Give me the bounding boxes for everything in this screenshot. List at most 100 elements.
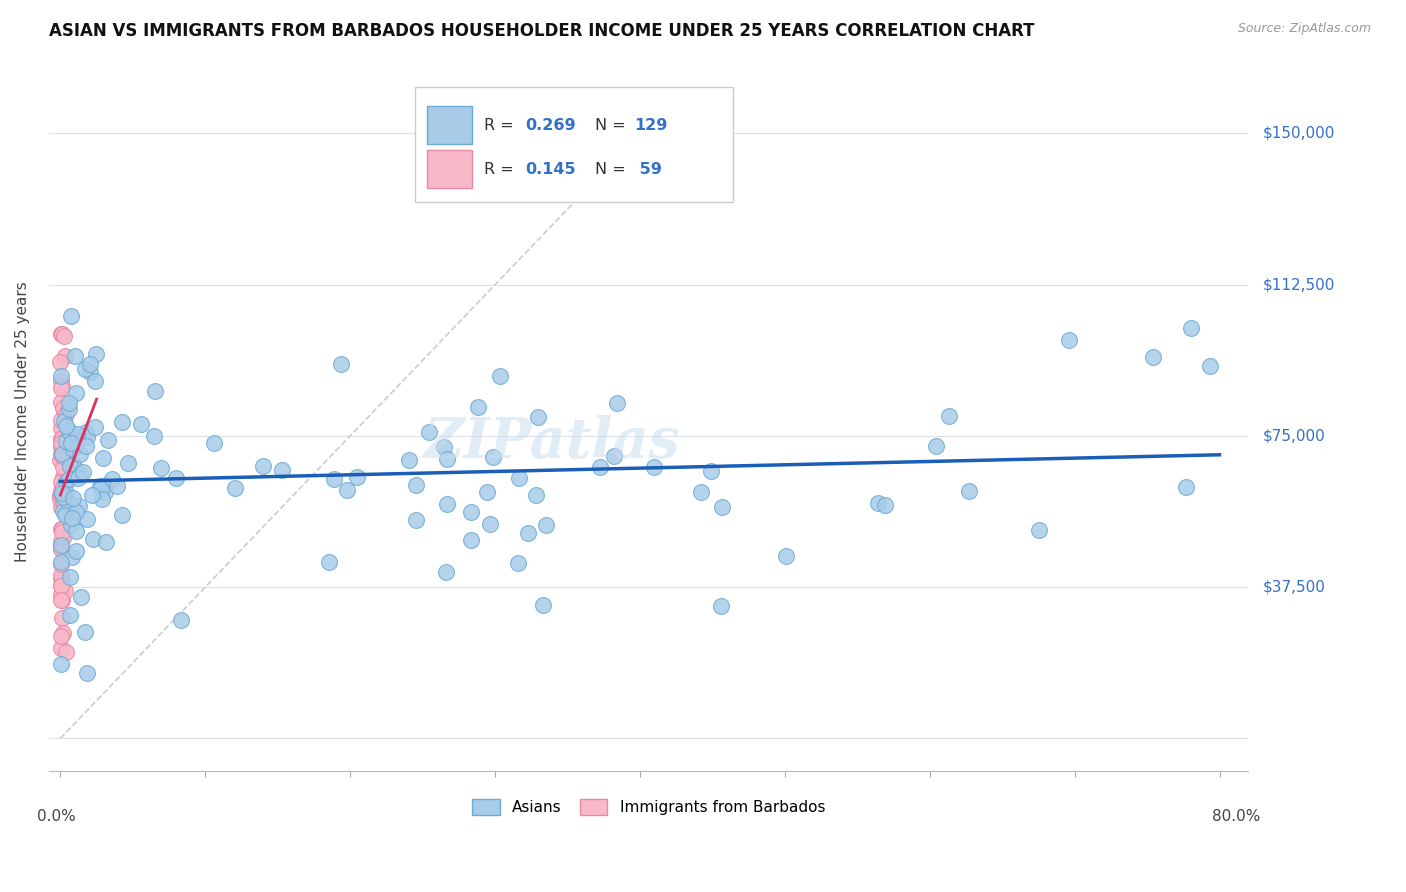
Point xyxy=(49,540,72,554)
Point xyxy=(52,490,75,504)
Point xyxy=(129,417,152,432)
Point xyxy=(51,486,73,500)
Text: R =: R = xyxy=(484,161,519,177)
Text: 129: 129 xyxy=(634,118,668,133)
Point xyxy=(91,491,114,506)
Point xyxy=(51,500,73,514)
Point xyxy=(51,504,73,518)
Point xyxy=(52,626,75,640)
Point xyxy=(323,472,346,486)
Point xyxy=(55,644,77,658)
Point xyxy=(58,401,80,416)
Point xyxy=(460,505,482,519)
Point xyxy=(84,347,107,361)
Point xyxy=(51,381,73,395)
Point xyxy=(51,379,73,393)
Point xyxy=(51,475,73,490)
Point xyxy=(69,447,91,461)
Point xyxy=(434,565,457,579)
Point xyxy=(53,529,76,543)
Point xyxy=(55,485,77,500)
Point xyxy=(49,588,72,602)
Point xyxy=(70,591,93,605)
Point xyxy=(710,599,733,613)
Point xyxy=(49,557,72,571)
Point xyxy=(51,573,73,587)
Point xyxy=(67,470,90,484)
Point xyxy=(53,508,76,522)
Point xyxy=(82,488,104,502)
Point xyxy=(76,430,98,444)
Point xyxy=(1028,524,1050,538)
Point xyxy=(405,478,427,492)
Point xyxy=(59,607,82,622)
Point xyxy=(330,358,353,372)
Point xyxy=(59,458,82,473)
Text: ZIPatlas: ZIPatlas xyxy=(425,416,681,470)
Point xyxy=(150,461,173,475)
Point xyxy=(49,369,72,384)
Point xyxy=(49,593,72,607)
Point xyxy=(79,365,101,379)
Point xyxy=(60,511,83,525)
Point xyxy=(477,484,499,499)
Point xyxy=(165,471,187,485)
Point xyxy=(66,466,89,480)
Point xyxy=(96,535,118,549)
Point xyxy=(60,436,83,450)
Point xyxy=(479,516,502,531)
Point xyxy=(75,439,97,453)
Text: N =: N = xyxy=(595,161,630,177)
Point xyxy=(143,384,166,399)
Point xyxy=(49,395,72,409)
Point xyxy=(531,598,554,612)
Point xyxy=(52,480,75,494)
Text: $150,000: $150,000 xyxy=(1263,126,1334,141)
Point xyxy=(51,432,73,446)
Point xyxy=(49,555,72,569)
Point xyxy=(105,479,128,493)
FancyBboxPatch shape xyxy=(426,106,472,145)
Point xyxy=(79,357,101,371)
Point xyxy=(873,498,896,512)
Point xyxy=(49,568,72,582)
Point xyxy=(51,431,73,445)
Point xyxy=(49,483,72,498)
Text: $112,500: $112,500 xyxy=(1263,277,1334,293)
Point xyxy=(1142,351,1164,365)
Point xyxy=(60,517,83,532)
Point xyxy=(49,640,72,655)
Point xyxy=(49,579,72,593)
Point xyxy=(1057,333,1080,347)
Point xyxy=(52,494,75,508)
Point xyxy=(110,508,132,522)
Point xyxy=(51,449,73,463)
Point xyxy=(63,350,86,364)
Point xyxy=(49,452,72,467)
Point xyxy=(51,447,73,461)
Point xyxy=(418,425,440,439)
Point xyxy=(51,451,73,466)
Point xyxy=(53,349,76,363)
Point xyxy=(526,410,548,425)
Point xyxy=(58,396,80,410)
Point xyxy=(59,570,82,584)
FancyBboxPatch shape xyxy=(415,87,733,202)
Point xyxy=(589,459,612,474)
Point xyxy=(224,481,246,495)
Point xyxy=(690,484,713,499)
Point xyxy=(55,419,77,434)
Point xyxy=(89,479,111,493)
Point xyxy=(481,450,503,465)
Point xyxy=(97,433,120,447)
Point xyxy=(252,459,274,474)
Point xyxy=(55,434,77,448)
Point xyxy=(508,471,530,485)
Point xyxy=(62,457,84,471)
Point xyxy=(436,497,458,511)
Point xyxy=(318,555,340,569)
Point xyxy=(53,583,76,598)
Point xyxy=(49,522,72,536)
Point xyxy=(72,466,94,480)
Point xyxy=(76,512,98,526)
